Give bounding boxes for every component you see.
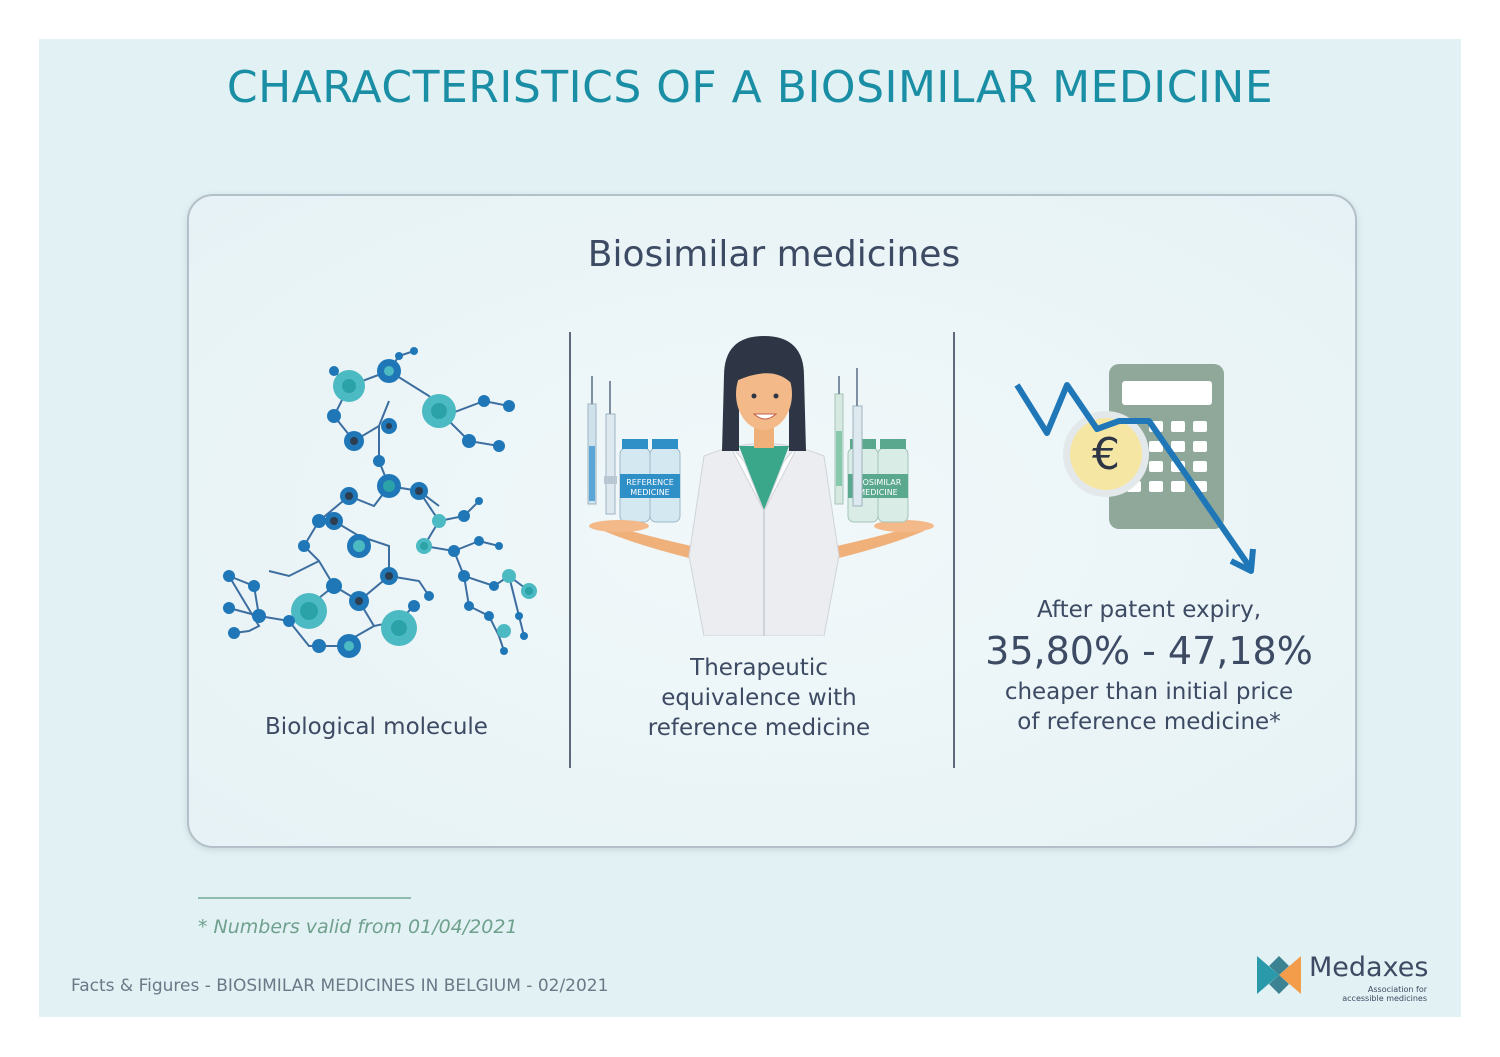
syringe-right-icon: [834, 368, 863, 507]
price-line-3: of reference medicine*: [1017, 709, 1281, 735]
molecule-icon: [223, 347, 537, 658]
logo-tagline: Association for accessible medicines: [1315, 985, 1427, 1003]
footer-text: Facts & Figures - BIOSIMILAR MEDICINES I…: [71, 976, 609, 996]
column-divider-right: [953, 332, 955, 768]
card-title: Biosimilar medicines: [587, 234, 961, 275]
column-divider-left: [569, 332, 571, 768]
footnote-separator: [198, 897, 411, 899]
molecule-label: Biological molecule: [265, 714, 488, 740]
medaxes-logo-icon: [1257, 956, 1301, 994]
reference-vial-text-2: MEDICINE: [630, 488, 669, 497]
price-range: 35,80% - 47,18%: [985, 629, 1313, 673]
reference-vial-text-1: REFERENCE: [626, 478, 674, 487]
euro-symbol: €: [1092, 429, 1120, 480]
equivalence-line-1: Therapeutic: [690, 655, 828, 681]
logo-tagline-2: accessible medicines: [1342, 994, 1427, 1003]
price-line-1: After patent expiry,: [1036, 597, 1262, 623]
equivalence-line-3: reference medicine: [647, 715, 871, 741]
equivalence-label: Therapeutic equivalence with reference m…: [594, 653, 924, 743]
down-trend-arrow-icon: [1014, 382, 1252, 568]
medaxes-logo: Medaxes Association for accessible medic…: [1255, 952, 1435, 1003]
equivalence-line-2: equivalence with: [661, 685, 857, 711]
logo-tagline-1: Association for: [1367, 985, 1427, 994]
biosimilar-vial-text-1: BIOSIMILAR: [855, 478, 902, 487]
euro-coin-icon: €: [1063, 411, 1149, 497]
syringe-left-icon: [587, 376, 617, 515]
biosimilar-card: Biosimilar medicines: [187, 194, 1357, 848]
biosimilar-vial-text-2: MEDICINE: [858, 488, 897, 497]
page-title: CHARACTERISTICS OF A BIOSIMILAR MEDICINE: [226, 62, 1274, 113]
reference-vial-icon: REFERENCE MEDICINE: [619, 439, 681, 523]
calculator-icon: €: [1014, 364, 1256, 574]
price-label: After patent expiry, 35,80% - 47,18% che…: [959, 595, 1339, 737]
footnote: * Numbers valid from 01/04/2021: [198, 916, 518, 938]
pharmacist-icon: REFERENCE MEDICINE BIOSIMILAR: [587, 336, 934, 636]
logo-name: Medaxes: [1309, 952, 1429, 983]
price-line-2: cheaper than initial price: [1004, 679, 1294, 705]
